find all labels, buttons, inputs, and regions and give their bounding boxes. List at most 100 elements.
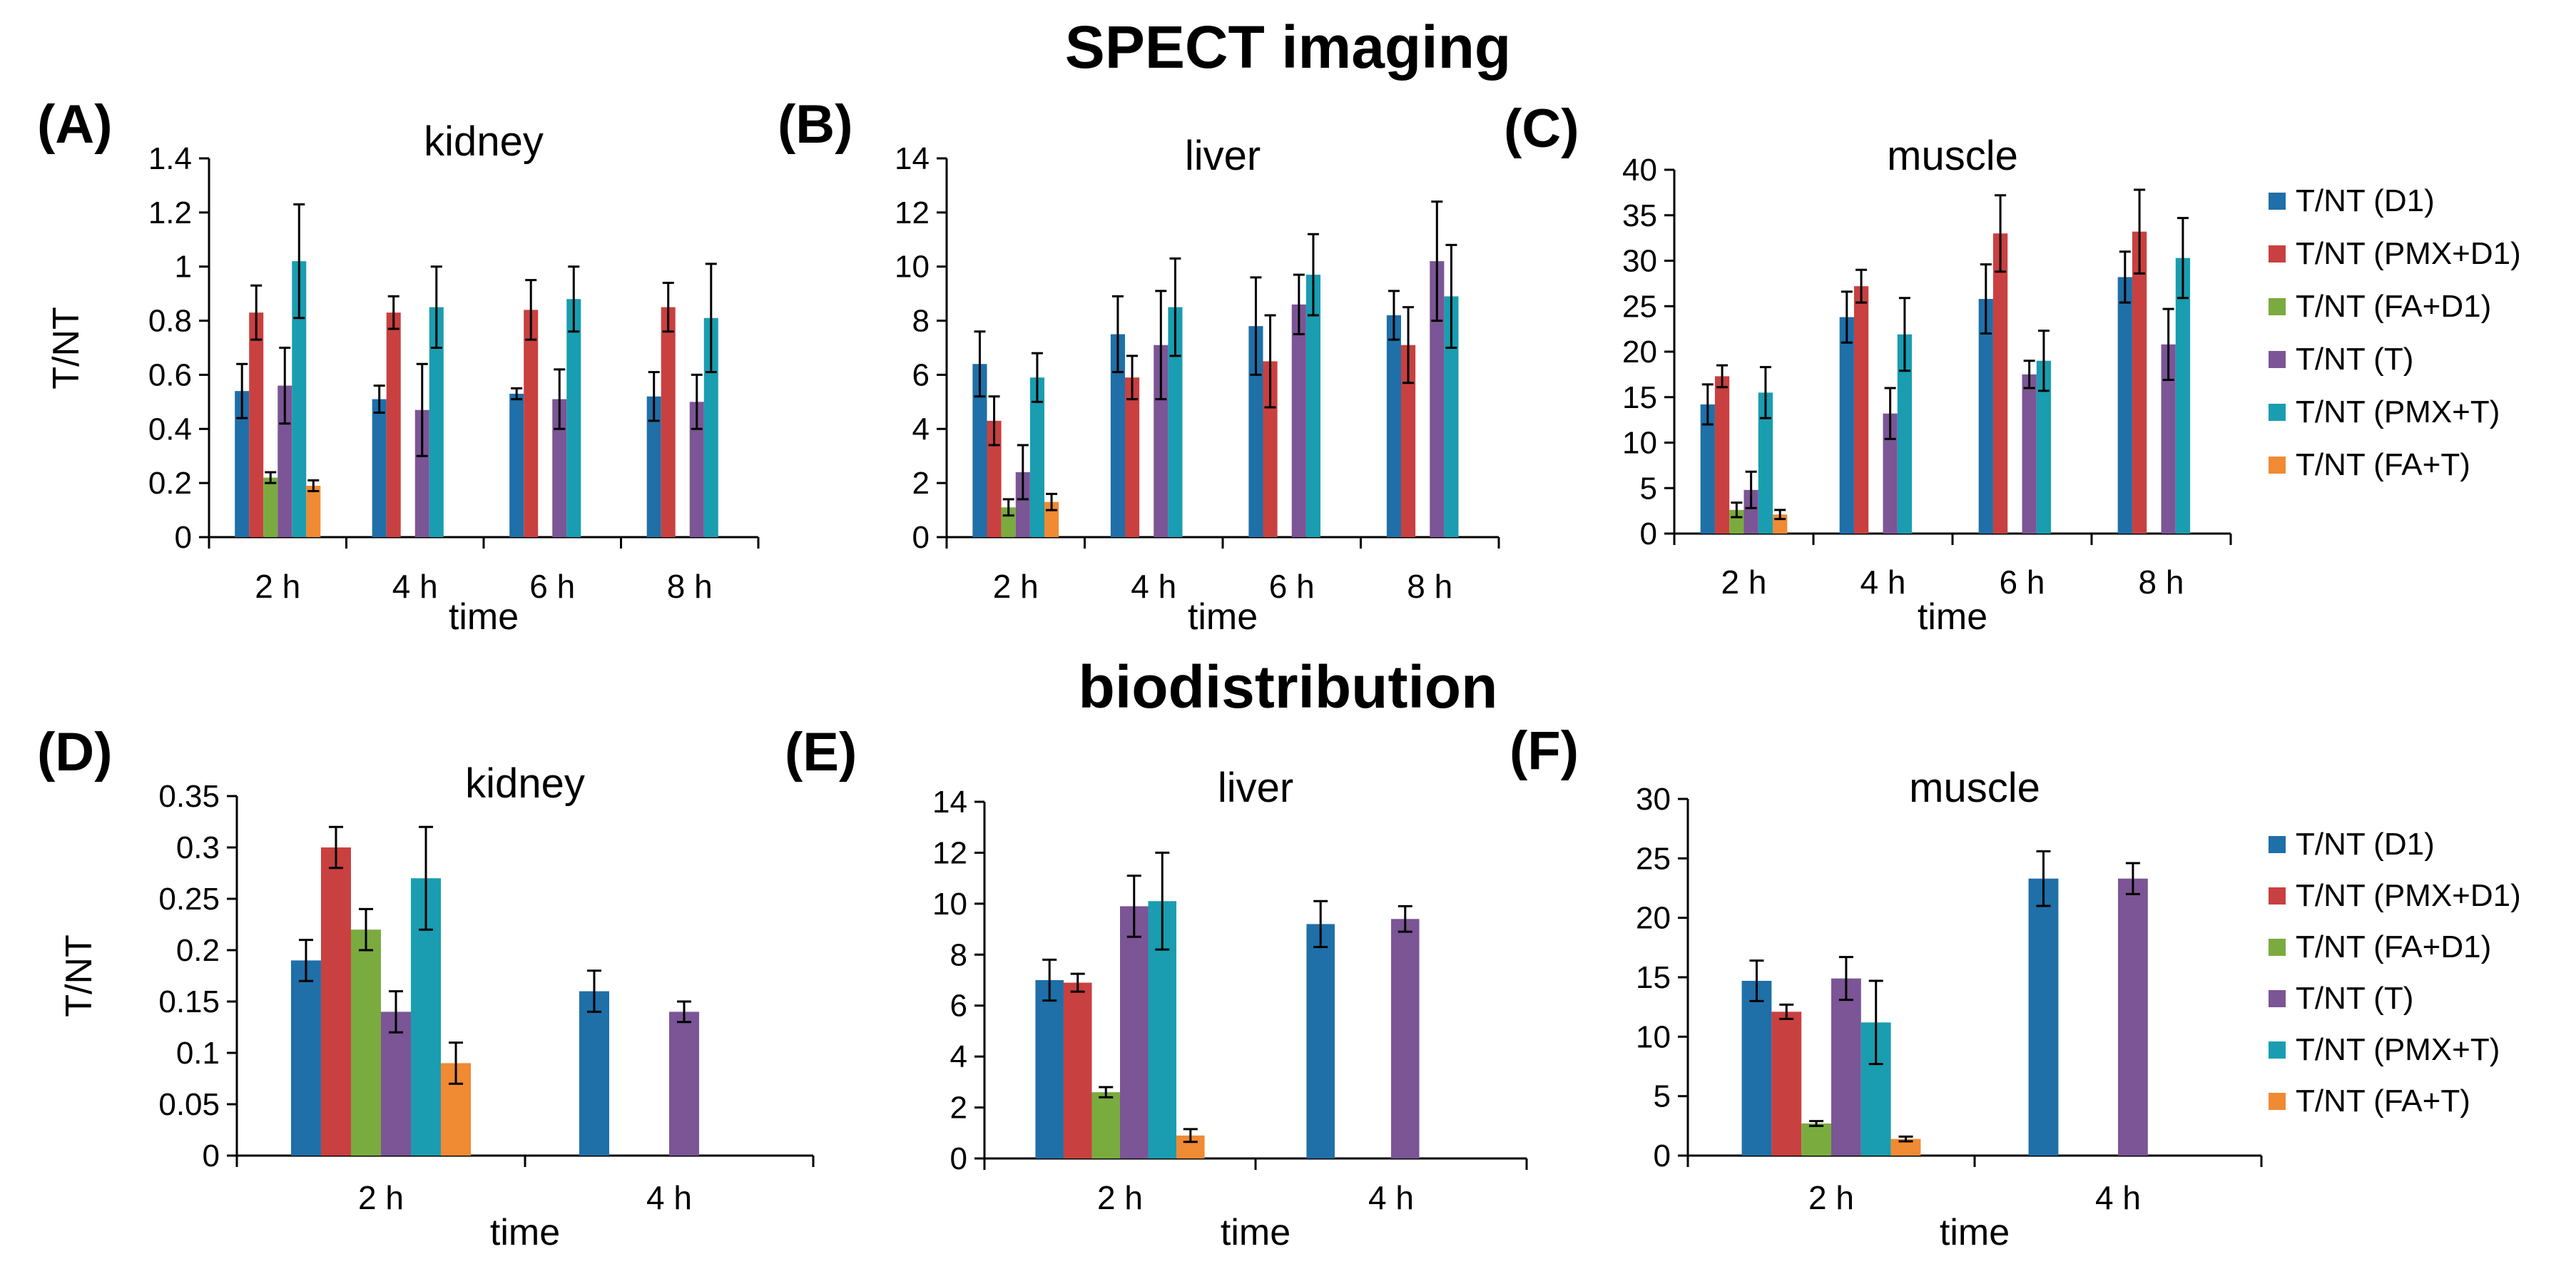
legend-swatch-1-0 — [2269, 836, 2286, 853]
category-label-b-0: 2 h — [993, 568, 1039, 605]
bar-f-s5-c0 — [1890, 1138, 1921, 1156]
category-label-a-2: 6 h — [529, 568, 575, 605]
panel-label-c: (C) — [1504, 98, 1579, 159]
bar-c-s4-c0 — [1758, 392, 1773, 534]
category-label-c-3: 8 h — [2139, 564, 2184, 601]
y-tick-label-d-2: 0.1 — [176, 1036, 220, 1071]
x-axis-title-d: time — [490, 1212, 560, 1253]
bar-a-s1-c3 — [661, 307, 676, 537]
bar-b-s0-c2 — [1248, 326, 1263, 537]
bar-a-s0-c0 — [235, 391, 250, 537]
bar-c-s0-c0 — [1700, 404, 1715, 534]
y-tick-label-f-4: 20 — [1636, 901, 1671, 936]
y-tick-label-f-6: 30 — [1636, 782, 1671, 817]
y-tick-label-e-2: 4 — [950, 1039, 967, 1074]
y-axis-title-a: T/NT — [46, 307, 87, 389]
x-axis-title-f: time — [1940, 1212, 2010, 1253]
bar-b-s4-c3 — [1444, 296, 1459, 537]
bar-c-s3-c2 — [2022, 374, 2037, 534]
bar-f-s2-c0 — [1801, 1124, 1831, 1156]
y-tick-label-b-2: 4 — [912, 412, 930, 447]
category-label-d-1: 4 h — [646, 1179, 692, 1216]
bar-a-s4-c0 — [292, 261, 307, 537]
category-label-b-2: 6 h — [1269, 568, 1315, 605]
y-tick-label-c-0: 0 — [1640, 516, 1657, 551]
bar-d-s3-c1 — [669, 1012, 700, 1156]
panel-label-b: (B) — [778, 94, 853, 155]
bar-c-s1-c2 — [1992, 233, 2008, 534]
bar-e-s2-c0 — [1091, 1092, 1120, 1158]
bar-f-s3-c1 — [2118, 878, 2148, 1156]
category-label-a-1: 4 h — [392, 568, 438, 605]
bar-b-s3-c0 — [1015, 472, 1030, 537]
bar-d-s0-c0 — [290, 960, 321, 1156]
bar-d-s1-c0 — [320, 847, 351, 1156]
legend-swatch-1-4 — [2269, 1041, 2286, 1059]
section-title-spect: SPECT imaging — [1064, 14, 1512, 81]
y-tick-label-e-5: 10 — [932, 887, 967, 922]
bar-a-s0-c3 — [646, 396, 661, 537]
category-label-c-0: 2 h — [1721, 564, 1767, 601]
y-tick-label-c-6: 30 — [1622, 244, 1657, 279]
y-tick-label-d-6: 0.3 — [176, 830, 220, 865]
y-tick-label-f-2: 10 — [1636, 1019, 1671, 1054]
bar-a-s3-c1 — [414, 409, 429, 537]
bar-e-s3-c1 — [1391, 919, 1420, 1158]
y-tick-label-b-1: 2 — [912, 466, 930, 501]
category-label-b-3: 8 h — [1407, 568, 1452, 605]
panel-title-a: kidney — [424, 118, 544, 165]
legend-swatch-0-4 — [2269, 404, 2286, 421]
y-tick-label-e-4: 8 — [950, 937, 967, 972]
y-tick-label-a-7: 1.4 — [148, 141, 192, 176]
panel-title-c: muscle — [1887, 133, 2018, 179]
bar-c-s1-c0 — [1714, 376, 1730, 534]
panel-title-f: muscle — [1909, 765, 2040, 811]
legend-label-1-2: T/NT (FA+D1) — [2296, 929, 2491, 964]
x-axis-title-c: time — [1918, 596, 1987, 638]
y-tick-label-d-1: 0.05 — [158, 1087, 220, 1122]
bar-c-s3-c3 — [2161, 344, 2176, 534]
bar-b-s1-c1 — [1125, 377, 1140, 537]
bar-a-s1-c1 — [386, 312, 401, 537]
y-tick-label-c-5: 25 — [1622, 289, 1657, 324]
bar-b-s0-c1 — [1110, 334, 1126, 537]
bar-a-s2-c0 — [263, 477, 278, 537]
legend-swatch-1-3 — [2269, 990, 2286, 1007]
y-tick-label-a-0: 0 — [175, 520, 192, 555]
bar-e-s0-c0 — [1035, 980, 1064, 1158]
legend-label-1-0: T/NT (D1) — [2296, 827, 2435, 862]
panel-label-a: (A) — [37, 94, 113, 155]
y-tick-label-f-3: 15 — [1636, 960, 1671, 995]
y-tick-label-e-7: 14 — [932, 785, 967, 820]
bar-f-s0-c1 — [2028, 878, 2059, 1156]
bar-a-s3-c3 — [689, 402, 704, 537]
bar-c-s3-c0 — [1743, 489, 1758, 534]
y-tick-label-f-1: 5 — [1654, 1079, 1671, 1114]
legend-label-0-1: T/NT (PMX+D1) — [2296, 236, 2521, 271]
bar-c-s3-c1 — [1883, 413, 1898, 534]
x-axis-title-b: time — [1188, 596, 1258, 638]
y-tick-label-a-6: 1.2 — [148, 195, 192, 230]
category-label-d-0: 2 h — [358, 1179, 404, 1216]
legend-swatch-0-1 — [2269, 245, 2286, 263]
category-label-f-1: 4 h — [2095, 1179, 2141, 1216]
bar-c-s4-c1 — [1897, 334, 1913, 534]
panel-title-b: liver — [1185, 133, 1261, 179]
legend-swatch-0-5 — [2269, 457, 2286, 474]
section-title-biodistribution: biodistribution — [1078, 653, 1498, 720]
bar-b-s3-c1 — [1154, 345, 1169, 537]
legend-swatch-0-2 — [2269, 298, 2286, 315]
bar-b-s1-c2 — [1263, 361, 1278, 537]
y-tick-label-d-7: 0.35 — [158, 779, 220, 814]
bar-d-s0-c1 — [579, 991, 609, 1156]
category-label-a-0: 2 h — [255, 568, 300, 605]
bar-c-s0-c3 — [2117, 277, 2132, 534]
legend-swatch-1-5 — [2269, 1093, 2286, 1110]
bar-f-s1-c0 — [1771, 1012, 1802, 1156]
bar-b-s0-c3 — [1386, 315, 1402, 537]
bar-d-s2-c0 — [350, 929, 381, 1156]
y-tick-label-d-3: 0.15 — [158, 984, 220, 1019]
y-tick-label-e-0: 0 — [950, 1141, 967, 1176]
category-label-c-2: 6 h — [2000, 564, 2045, 601]
